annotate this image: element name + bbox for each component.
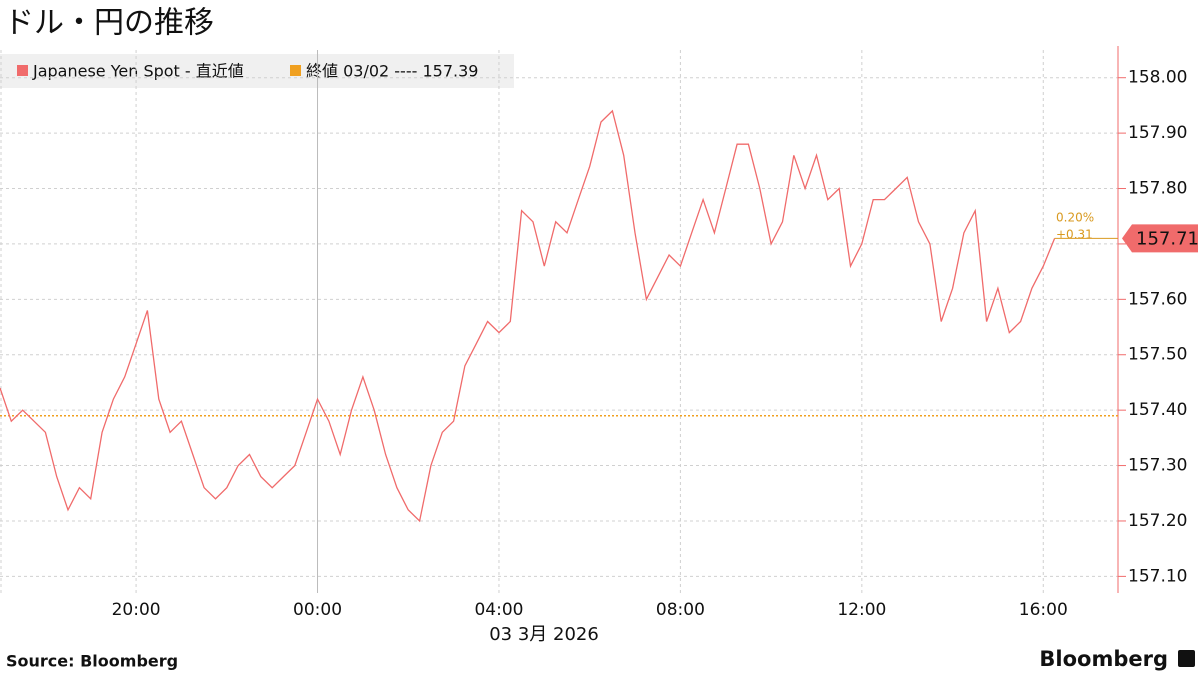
legend-swatch bbox=[17, 65, 28, 76]
y-tick-label: 157.10 bbox=[1128, 566, 1187, 586]
logo-icon bbox=[1178, 650, 1195, 667]
x-axis-date: 03 3月 2026 bbox=[489, 624, 599, 645]
chart-title: ドル・円の推移 bbox=[4, 6, 214, 41]
y-tick-label: 158.00 bbox=[1128, 68, 1187, 88]
legend-label: 終値 03/02 ---- 157.39 bbox=[306, 62, 478, 81]
y-tick-label: 157.60 bbox=[1128, 289, 1187, 309]
y-tick-label: 157.30 bbox=[1128, 456, 1187, 476]
last-value-tag bbox=[1122, 224, 1198, 253]
x-tick-label: 00:00 bbox=[293, 600, 342, 620]
annotation: +0.31 bbox=[1056, 228, 1093, 242]
legend-swatch bbox=[290, 65, 301, 76]
x-tick-label: 20:00 bbox=[112, 600, 161, 620]
y-tick-label: 157.80 bbox=[1128, 179, 1187, 199]
x-tick-label: 12:00 bbox=[837, 600, 886, 620]
last-value-label: 157.71 bbox=[1136, 228, 1199, 249]
y-tick-label: 157.90 bbox=[1128, 123, 1187, 143]
source: Source: Bloomberg bbox=[6, 652, 178, 671]
series-line bbox=[0, 109, 1056, 523]
x-tick-label: 08:00 bbox=[656, 600, 705, 620]
legend-box bbox=[0, 54, 514, 88]
logo: Bloomberg bbox=[1039, 647, 1168, 671]
y-tick-label: 157.50 bbox=[1128, 345, 1187, 365]
annotation: 0.20% bbox=[1056, 211, 1094, 225]
y-tick-label: 157.20 bbox=[1128, 511, 1187, 531]
y-tick-label: 157.40 bbox=[1128, 400, 1187, 420]
x-tick-label: 04:00 bbox=[474, 600, 523, 620]
x-tick-label: 16:00 bbox=[1019, 600, 1068, 620]
legend-label: Japanese Yen Spot - 直近値 bbox=[32, 62, 244, 81]
